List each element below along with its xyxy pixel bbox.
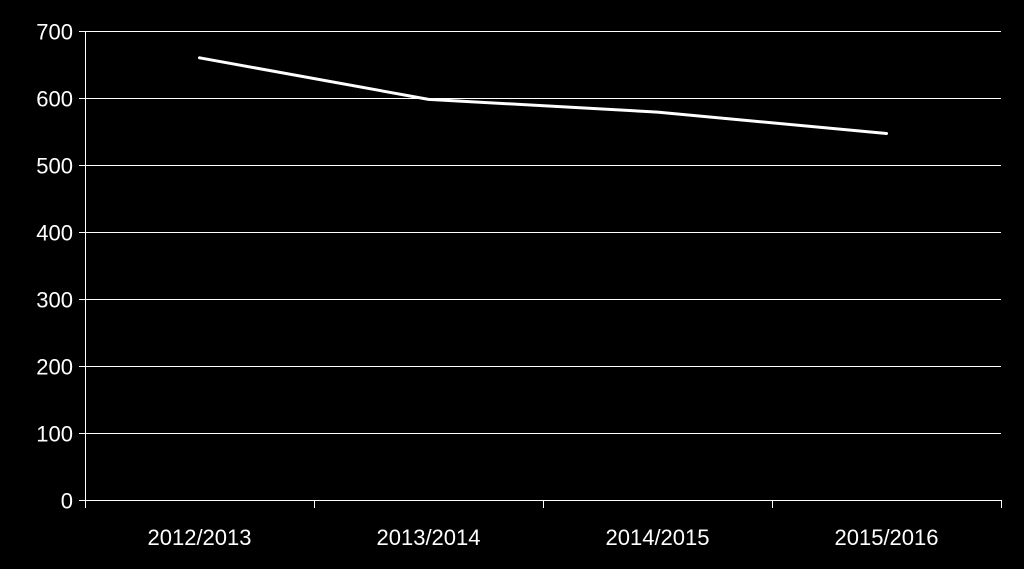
y-tick-label: 200 <box>36 355 73 380</box>
y-tick-label: 400 <box>36 221 73 246</box>
axes <box>79 31 1002 508</box>
series-lines <box>198 56 888 136</box>
x-tick-label: 2014/2015 <box>606 525 710 550</box>
y-tick-label: 600 <box>36 87 73 112</box>
y-tick-label: 0 <box>61 489 73 514</box>
gridlines <box>85 31 1001 434</box>
x-tick-label: 2013/2014 <box>377 525 481 550</box>
x-tick-label: 2015/2016 <box>835 525 939 550</box>
y-tick-labels: 0 100 200 300 400 500 600 700 <box>36 20 73 514</box>
series-line-0 <box>198 56 888 136</box>
y-tick-label: 300 <box>36 288 73 313</box>
y-tick-label: 700 <box>36 20 73 45</box>
y-tick-label: 500 <box>36 154 73 179</box>
x-tick-label: 2012/2013 <box>148 525 252 550</box>
y-tick-label: 100 <box>36 422 73 447</box>
x-tick-labels: 2012/2013 2013/2014 2014/2015 2015/2016 <box>148 525 939 550</box>
